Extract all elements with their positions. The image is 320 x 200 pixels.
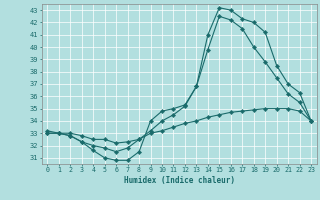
X-axis label: Humidex (Indice chaleur): Humidex (Indice chaleur) [124, 176, 235, 185]
